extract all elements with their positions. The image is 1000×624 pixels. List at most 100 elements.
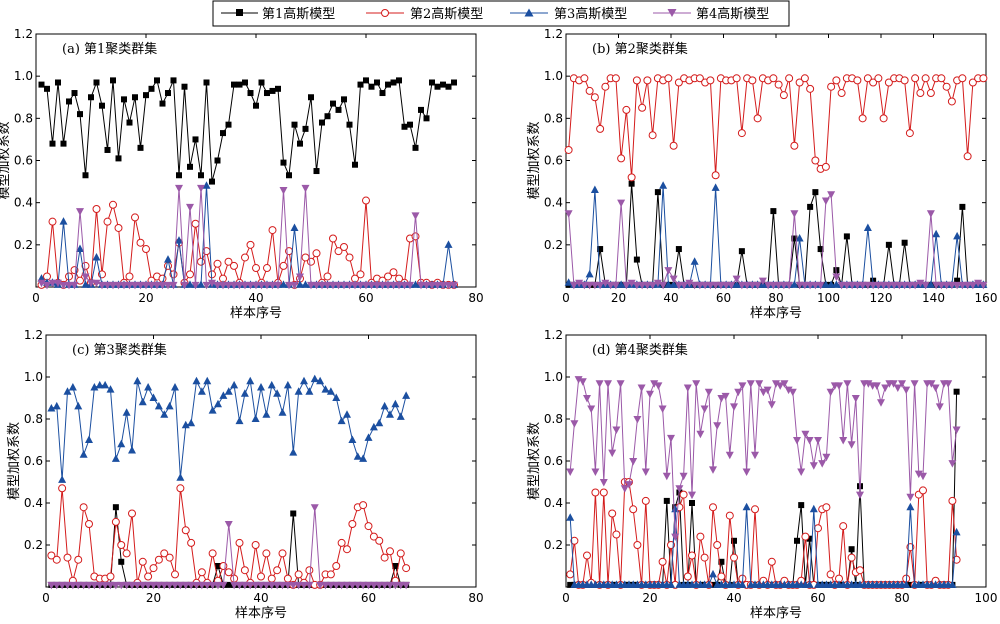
marker-gmm3 [711,183,720,191]
marker-gmm3 [809,504,818,513]
marker-gmm3 [176,473,185,481]
marker-gmm2 [340,242,348,251]
marker-gmm4 [300,581,308,590]
marker-gmm2 [224,257,233,266]
marker-gmm4 [340,281,348,290]
marker-gmm4 [914,470,923,479]
marker-gmm2 [197,257,205,266]
marker-gmm2 [801,532,810,541]
marker-gmm4 [224,281,233,290]
marker-gmm4 [851,395,860,403]
marker-gmm1 [203,79,210,86]
marker-gmm3 [224,387,233,395]
legend-marker-2 [381,9,389,17]
marker-gmm2 [369,532,378,541]
y-tick-label: 0.2 [544,238,563,252]
marker-gmm4 [450,281,458,290]
marker-gmm4 [332,581,341,590]
marker-gmm4 [106,581,115,590]
plot-frame [35,33,477,288]
marker-gmm4 [601,279,610,288]
marker-gmm4 [805,437,814,445]
marker-gmm3 [902,580,911,588]
marker-gmm2 [111,517,120,526]
marker-gmm1 [82,172,89,179]
marker-gmm4 [822,453,831,462]
marker-gmm3 [85,435,93,443]
marker-gmm4 [343,581,351,590]
series-2 [564,74,988,182]
marker-gmm3 [337,416,346,425]
marker-gmm4 [43,281,51,290]
marker-gmm2 [958,74,967,83]
marker-gmm4 [380,581,389,590]
marker-gmm3 [585,269,594,278]
marker-gmm2 [827,82,836,91]
marker-gmm3 [326,387,335,395]
series-4 [47,504,411,590]
marker-gmm3 [165,401,174,410]
x-tick-label: 0 [32,291,40,305]
marker-gmm4 [769,281,778,290]
marker-gmm3 [203,376,212,385]
marker-gmm3 [171,383,179,391]
marker-gmm2 [847,553,856,562]
x-tick-label: 40 [248,291,263,305]
marker-gmm4 [685,279,694,288]
marker-gmm3 [187,418,196,427]
marker-gmm4 [629,458,638,466]
marker-gmm2 [669,141,678,150]
marker-gmm2 [380,553,389,562]
marker-gmm4 [197,184,205,193]
marker-gmm1 [132,94,138,101]
marker-gmm4 [369,581,378,590]
marker-gmm2 [641,496,650,505]
marker-gmm3 [279,280,288,288]
marker-gmm1 [390,79,397,86]
marker-gmm1 [60,140,67,147]
legend-box [212,0,790,27]
marker-gmm1 [770,208,777,215]
marker-gmm1 [148,85,155,92]
marker-gmm2 [332,562,341,570]
y-tick-label: 0.4 [544,496,563,510]
marker-gmm4 [417,281,425,290]
marker-gmm3 [133,376,142,385]
marker-gmm2 [811,156,820,165]
marker-gmm1 [290,510,297,517]
marker-gmm3 [278,408,287,416]
marker-gmm4 [958,281,967,290]
marker-gmm4 [842,281,851,290]
marker-gmm3 [144,383,153,391]
y-tick-label: 1.0 [24,370,43,384]
marker-gmm3 [690,257,699,265]
marker-gmm4 [580,281,589,290]
marker-gmm2 [144,572,153,581]
marker-gmm4 [800,281,809,290]
marker-gmm1 [253,102,259,109]
panel-a: 0 20 40 60 80 0.2 0.4 0.6 0.8 1.0 1.2 样本序号 模型加权系数 (a)… [0,27,484,321]
marker-gmm1 [291,121,298,128]
y-tick-label: 0.6 [24,454,43,468]
marker-gmm3 [369,422,378,431]
marker-gmm1 [110,77,116,84]
marker-gmm4 [219,581,228,590]
marker-gmm4 [575,279,584,288]
x-tick-label: 80 [768,291,783,305]
marker-gmm2 [197,568,206,577]
marker-gmm4 [362,281,370,290]
marker-gmm2 [224,568,233,577]
marker-gmm2 [348,520,357,528]
marker-gmm2 [58,484,67,493]
x-tick-label: 140 [922,291,945,305]
marker-gmm3 [310,374,319,383]
marker-gmm2 [323,272,332,281]
marker-gmm4 [620,485,629,493]
marker-gmm4 [874,281,883,290]
series-1 [38,77,457,185]
marker-gmm2 [47,551,56,560]
marker-gmm4 [59,281,68,290]
marker-gmm4 [186,203,194,212]
marker-gmm3 [391,399,400,408]
marker-gmm4 [853,281,862,290]
